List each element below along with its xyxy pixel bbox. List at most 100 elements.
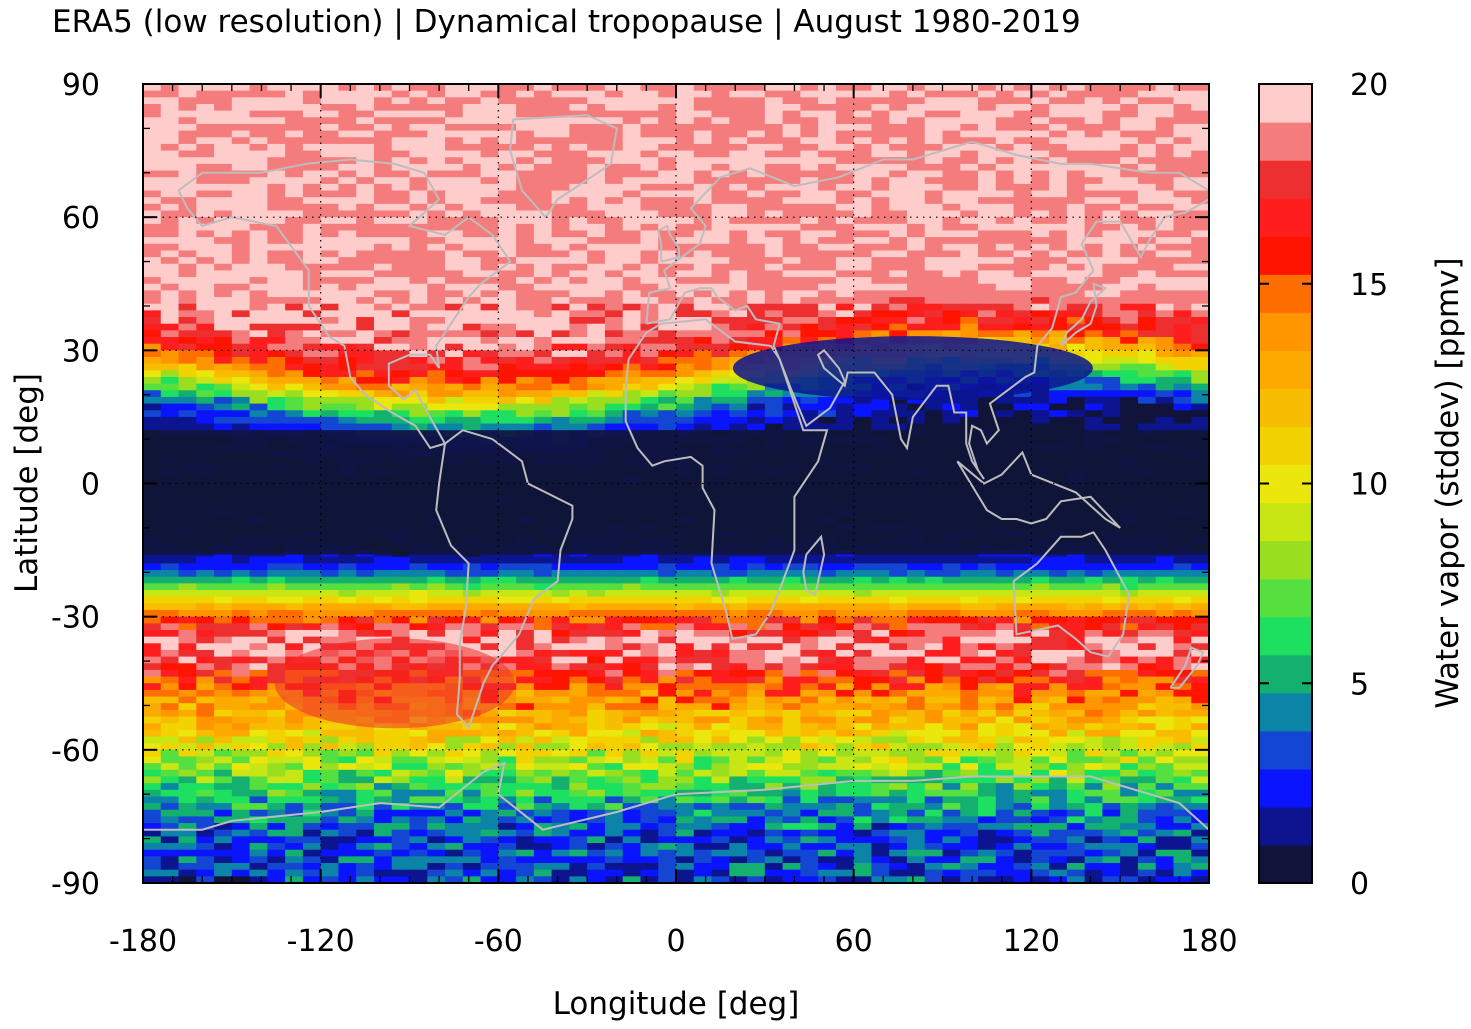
- heatmap-cell: [853, 310, 873, 318]
- heatmap-cell: [480, 556, 500, 565]
- heatmap-cell: [267, 603, 286, 611]
- heatmap-cell: [1066, 556, 1086, 565]
- heatmap-cell: [214, 423, 233, 432]
- heatmap-cell: [835, 563, 855, 571]
- heatmap-cell: [906, 283, 926, 292]
- heatmap-cell: [356, 317, 375, 325]
- heatmap-cell: [249, 97, 269, 105]
- heatmap-cell: [551, 170, 571, 179]
- heatmap-cell: [711, 143, 731, 152]
- heatmap-cell: [1031, 250, 1050, 258]
- heatmap-cell: [995, 123, 1015, 132]
- heatmap-cell: [587, 310, 606, 318]
- heatmap-cell: [160, 297, 180, 305]
- heatmap-cell: [391, 376, 411, 385]
- heatmap-cell: [373, 356, 393, 365]
- heatmap-cell: [960, 223, 979, 232]
- heatmap-cell: [729, 410, 748, 418]
- heatmap-cell: [516, 150, 535, 159]
- heatmap-cell: [462, 84, 482, 92]
- heatmap-cell: [978, 596, 997, 605]
- heatmap-cell: [658, 183, 677, 192]
- heatmap-cell: [338, 376, 357, 385]
- heatmap-cell: [693, 223, 713, 232]
- heatmap-cell: [1084, 84, 1104, 92]
- heatmap-cell: [1013, 583, 1033, 591]
- heatmap-cell: [1013, 590, 1033, 598]
- heatmap-cell: [320, 356, 340, 365]
- heatmap-cell: [356, 123, 375, 132]
- heatmap-cell: [285, 150, 304, 159]
- heatmap-cell: [356, 190, 375, 198]
- heatmap-cell: [622, 290, 642, 298]
- heatmap-cell: [143, 383, 162, 392]
- heatmap-cell: [1155, 356, 1175, 365]
- heatmap-cell: [462, 230, 482, 238]
- heatmap-cell: [267, 410, 286, 418]
- heatmap-cell: [373, 337, 393, 345]
- heatmap-cell: [214, 170, 233, 179]
- heatmap-cell: [267, 257, 286, 265]
- heatmap-cell: [160, 237, 180, 245]
- heatmap-cell: [196, 290, 215, 298]
- heatmap-cell: [1084, 117, 1104, 125]
- heatmap-cell: [924, 183, 944, 192]
- heatmap-cell: [569, 170, 588, 179]
- heatmap-cell: [356, 570, 375, 578]
- heatmap-cell: [764, 84, 784, 92]
- heatmap-cell: [356, 237, 375, 245]
- heatmap-cell: [747, 90, 766, 99]
- heatmap-cell: [445, 123, 464, 132]
- heatmap-cell: [1191, 210, 1209, 218]
- heatmap-cell: [693, 583, 713, 591]
- heatmap-cell: [569, 177, 588, 185]
- heatmap-cell: [427, 556, 446, 565]
- heatmap-cell: [160, 616, 180, 625]
- heatmap-cell: [249, 110, 269, 119]
- heatmap-cell: [693, 590, 713, 598]
- heatmap-cell: [604, 410, 624, 418]
- heatmap-cell: [338, 170, 357, 179]
- heatmap-cell: [338, 317, 357, 325]
- heatmap-cell: [1173, 263, 1193, 272]
- heatmap-cell: [587, 403, 606, 412]
- heatmap-cell: [693, 130, 713, 139]
- heatmap-cell: [693, 103, 713, 112]
- heatmap-cell: [1191, 403, 1209, 412]
- heatmap-cell: [604, 157, 624, 165]
- heatmap-cell: [853, 157, 873, 165]
- heatmap-cell: [249, 297, 269, 305]
- heatmap-cell: [1084, 190, 1104, 198]
- heatmap-cell: [658, 137, 677, 145]
- heatmap-cell: [338, 243, 357, 252]
- heatmap-cell: [409, 330, 429, 338]
- heatmap-cell: [676, 143, 695, 152]
- heatmap-cell: [764, 629, 784, 638]
- heatmap-cell: [978, 230, 997, 238]
- heatmap-cell: [480, 250, 500, 258]
- heatmap-cell: [729, 250, 748, 258]
- heatmap-cell: [373, 623, 393, 631]
- heatmap-cell: [658, 143, 677, 152]
- heatmap-cell: [285, 297, 304, 305]
- heatmap-cell: [835, 570, 855, 578]
- heatmap-cell: [1120, 576, 1139, 585]
- heatmap-cell: [818, 317, 837, 325]
- heatmap-cell: [1173, 303, 1193, 312]
- heatmap-cell: [1066, 137, 1086, 145]
- heatmap-cell: [498, 310, 517, 318]
- heatmap-cell: [320, 563, 340, 571]
- heatmap-cell: [747, 596, 766, 605]
- heatmap-cell: [676, 97, 695, 105]
- heatmap-cell: [1191, 343, 1209, 352]
- heatmap-cell: [178, 210, 198, 218]
- heatmap-cell: [604, 217, 624, 225]
- heatmap-cell: [178, 230, 198, 238]
- heatmap-cell: [1137, 170, 1157, 179]
- heatmap-cell: [445, 570, 464, 578]
- heatmap-cell: [533, 390, 553, 398]
- heatmap-cell: [267, 563, 286, 571]
- heatmap-cell: [711, 203, 731, 212]
- heatmap-cell: [338, 277, 357, 285]
- heatmap-cell: [658, 217, 677, 225]
